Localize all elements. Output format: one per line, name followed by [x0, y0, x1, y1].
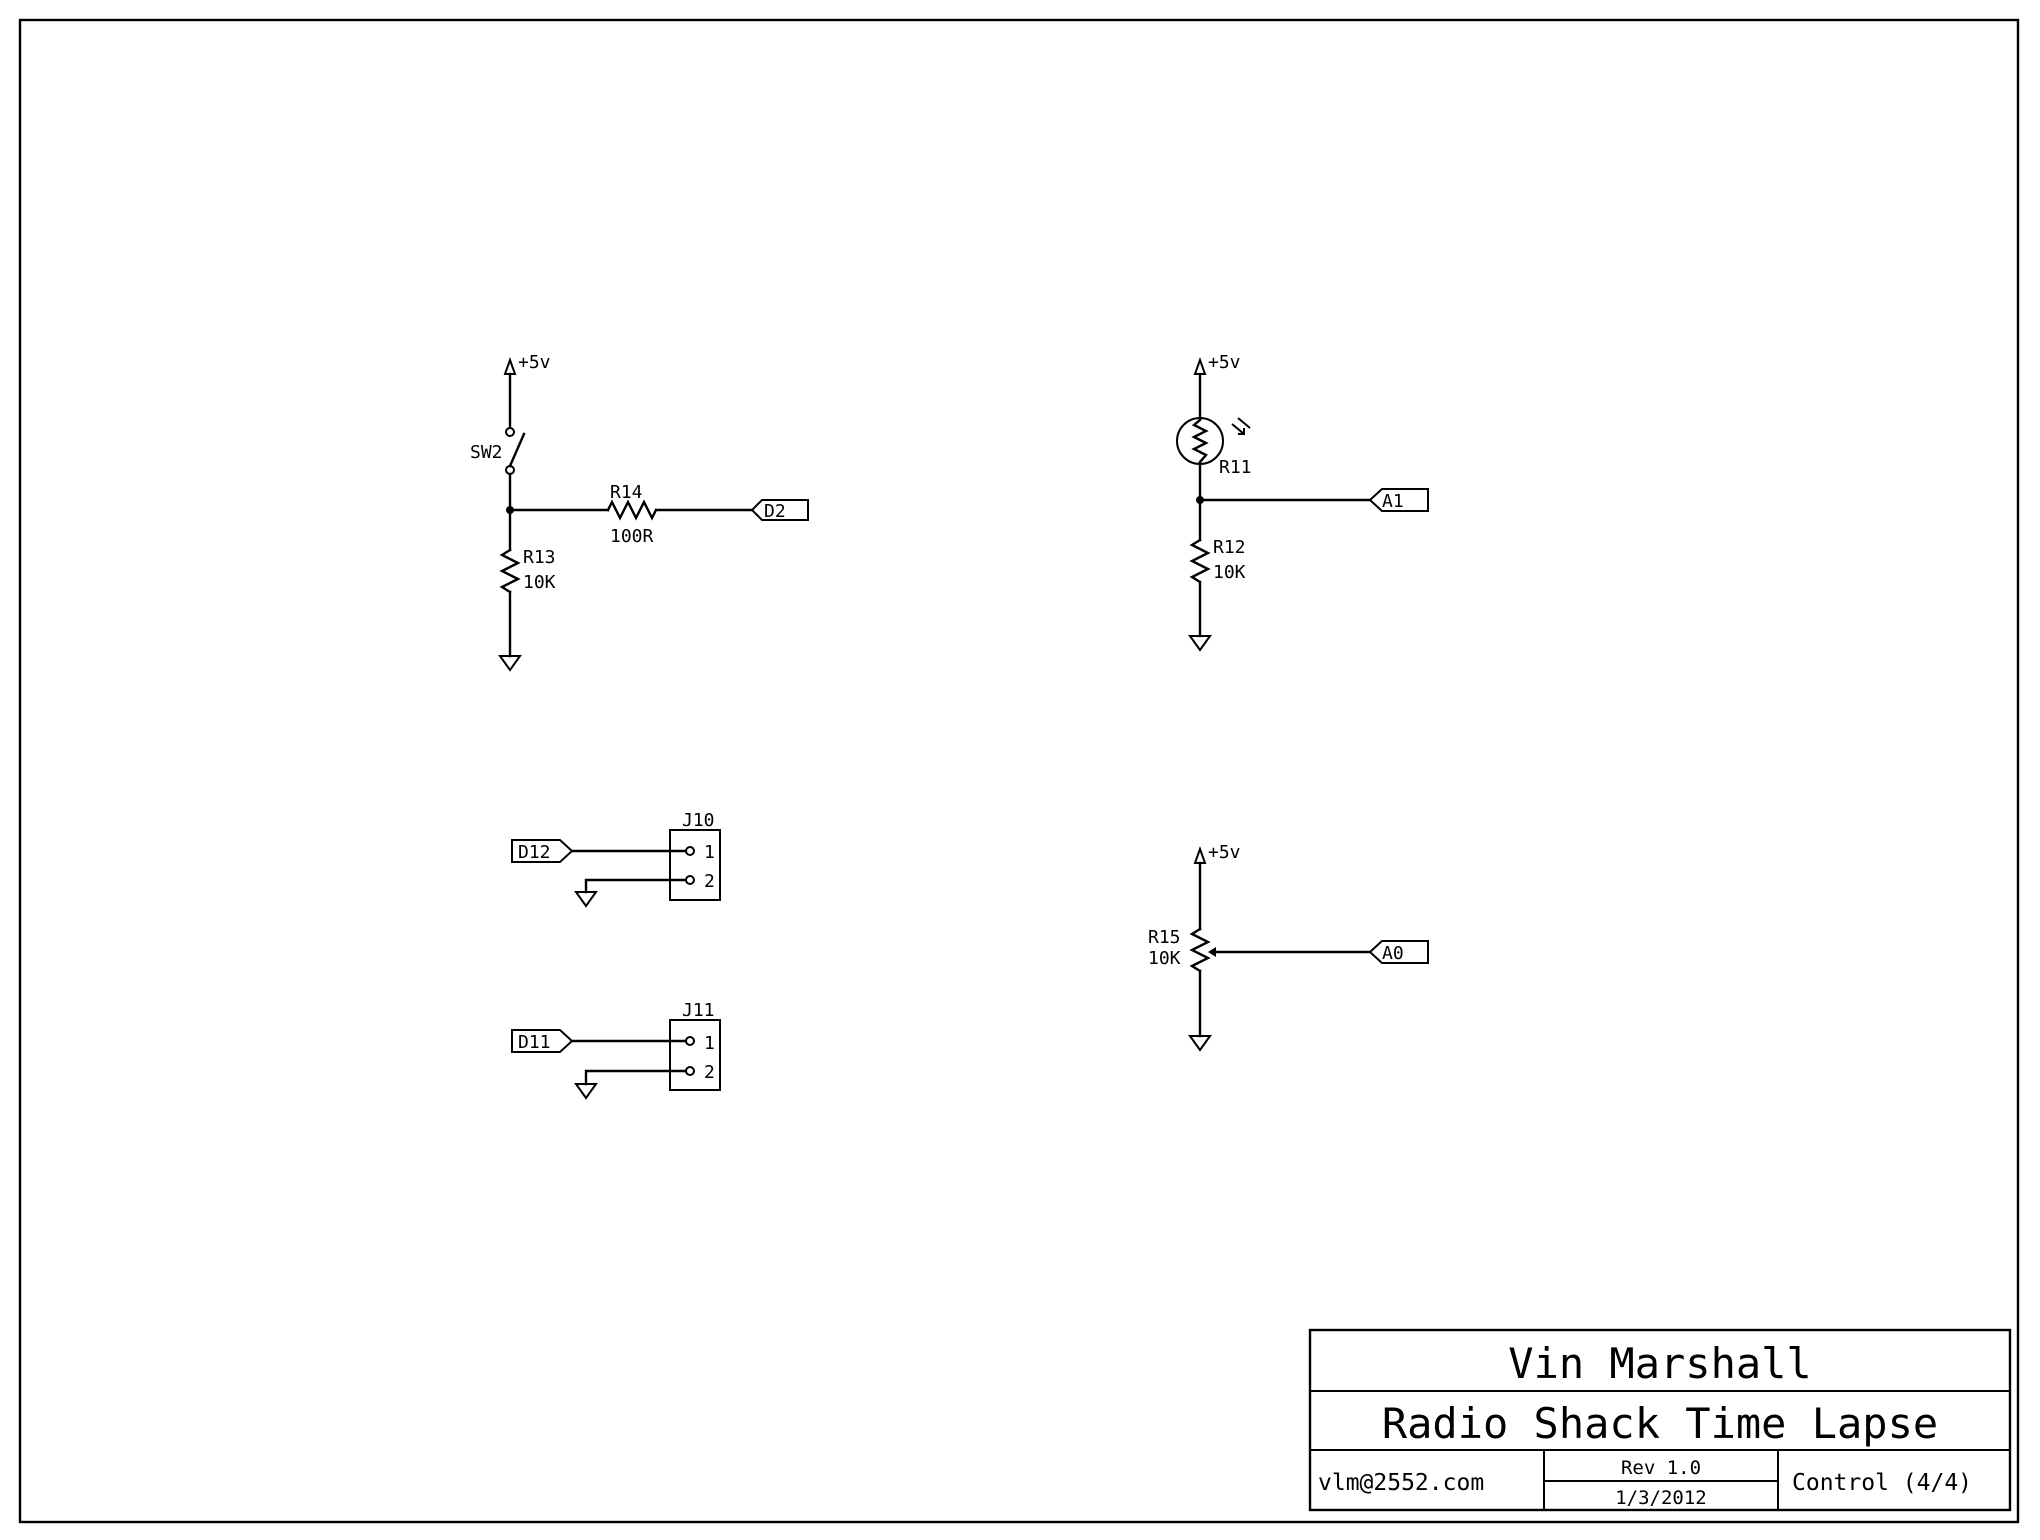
ground-symbol: [498, 655, 522, 672]
title-block-author: Vin Marshall: [1508, 1339, 1811, 1388]
title-block: Vin Marshall Radio Shack Time Lapse vlm@…: [1308, 1328, 2012, 1512]
net-flag-d2: D2: [750, 499, 809, 522]
connector-j11: 1 2 J11: [669, 1000, 721, 1091]
r15-ref: R15: [1148, 927, 1181, 948]
r15-value: 10K: [1148, 948, 1181, 969]
net-flag-a0: A0: [1368, 940, 1429, 964]
net-flag-d11: D11: [511, 1029, 574, 1053]
net-flag-d12: D12: [511, 839, 574, 863]
j11-pin2: 2: [704, 1062, 715, 1083]
sw2-ref: SW2: [470, 442, 503, 463]
title-block-project: Radio Shack Time Lapse: [1382, 1399, 1938, 1448]
power-symbol-r15: +5v: [1193, 842, 1241, 931]
resistor-r13: R13 10K: [499, 508, 556, 658]
net-d12: D12: [518, 842, 551, 863]
j11-pin1: 1: [704, 1033, 715, 1054]
switch-sw2: SW2: [470, 427, 526, 475]
power-label: +5v: [518, 352, 551, 373]
net-d2: D2: [764, 501, 786, 522]
net-flag-a1: A1: [1368, 488, 1429, 512]
connector-j11-circuit: D11 1 2 J11: [511, 1000, 721, 1100]
r12-ref: R12: [1213, 537, 1246, 558]
j11-ref: J11: [682, 1000, 715, 1021]
r13-value: 10K: [523, 572, 556, 593]
r14-value: 100R: [610, 526, 654, 547]
power-symbol-sw2: +5v: [503, 352, 551, 430]
resistor-r12: R12 10K: [1189, 498, 1246, 638]
photoresistor-r11: R11: [1176, 417, 1252, 478]
ground-symbol: [574, 1083, 598, 1100]
title-block-date: 1/3/2012: [1615, 1487, 1707, 1509]
potentiometer-circuit: +5v R15 10K A0: [1148, 842, 1429, 1052]
title-block-revision: Rev 1.0: [1621, 1457, 1701, 1479]
connector-j10: 1 2 J10: [669, 810, 721, 901]
connector-j10-circuit: D12 1 2 J10: [511, 810, 721, 908]
r13-ref: R13: [523, 547, 556, 568]
r11-ref: R11: [1219, 457, 1252, 478]
net-a0: A0: [1382, 943, 1404, 964]
power-symbol-r11: +5v: [1193, 352, 1241, 420]
title-block-email: vlm@2552.com: [1318, 1470, 1484, 1496]
switch-circuit: +5v SW2 R14 100R D2 R13: [470, 352, 809, 672]
ground-symbol: [1188, 635, 1212, 652]
net-a1: A1: [1382, 491, 1404, 512]
ground-symbol: [1188, 1035, 1212, 1052]
r14-ref: R14: [610, 482, 643, 503]
net-d11: D11: [518, 1032, 551, 1053]
power-label: +5v: [1208, 842, 1241, 863]
resistor-r14: R14 100R: [508, 482, 754, 547]
light-sensor-circuit: +5v R11 A1 R12 10K: [1176, 352, 1429, 652]
r12-value: 10K: [1213, 562, 1246, 583]
j10-pin2: 2: [704, 871, 715, 892]
power-label: +5v: [1208, 352, 1241, 373]
j10-ref: J10: [682, 810, 715, 831]
title-block-sheet: Control (4/4): [1792, 1470, 1972, 1496]
sheet-border: [18, 18, 2020, 1524]
ground-symbol: [574, 891, 598, 908]
j10-pin1: 1: [704, 842, 715, 863]
potentiometer-r15: R15 10K: [1148, 927, 1372, 1038]
